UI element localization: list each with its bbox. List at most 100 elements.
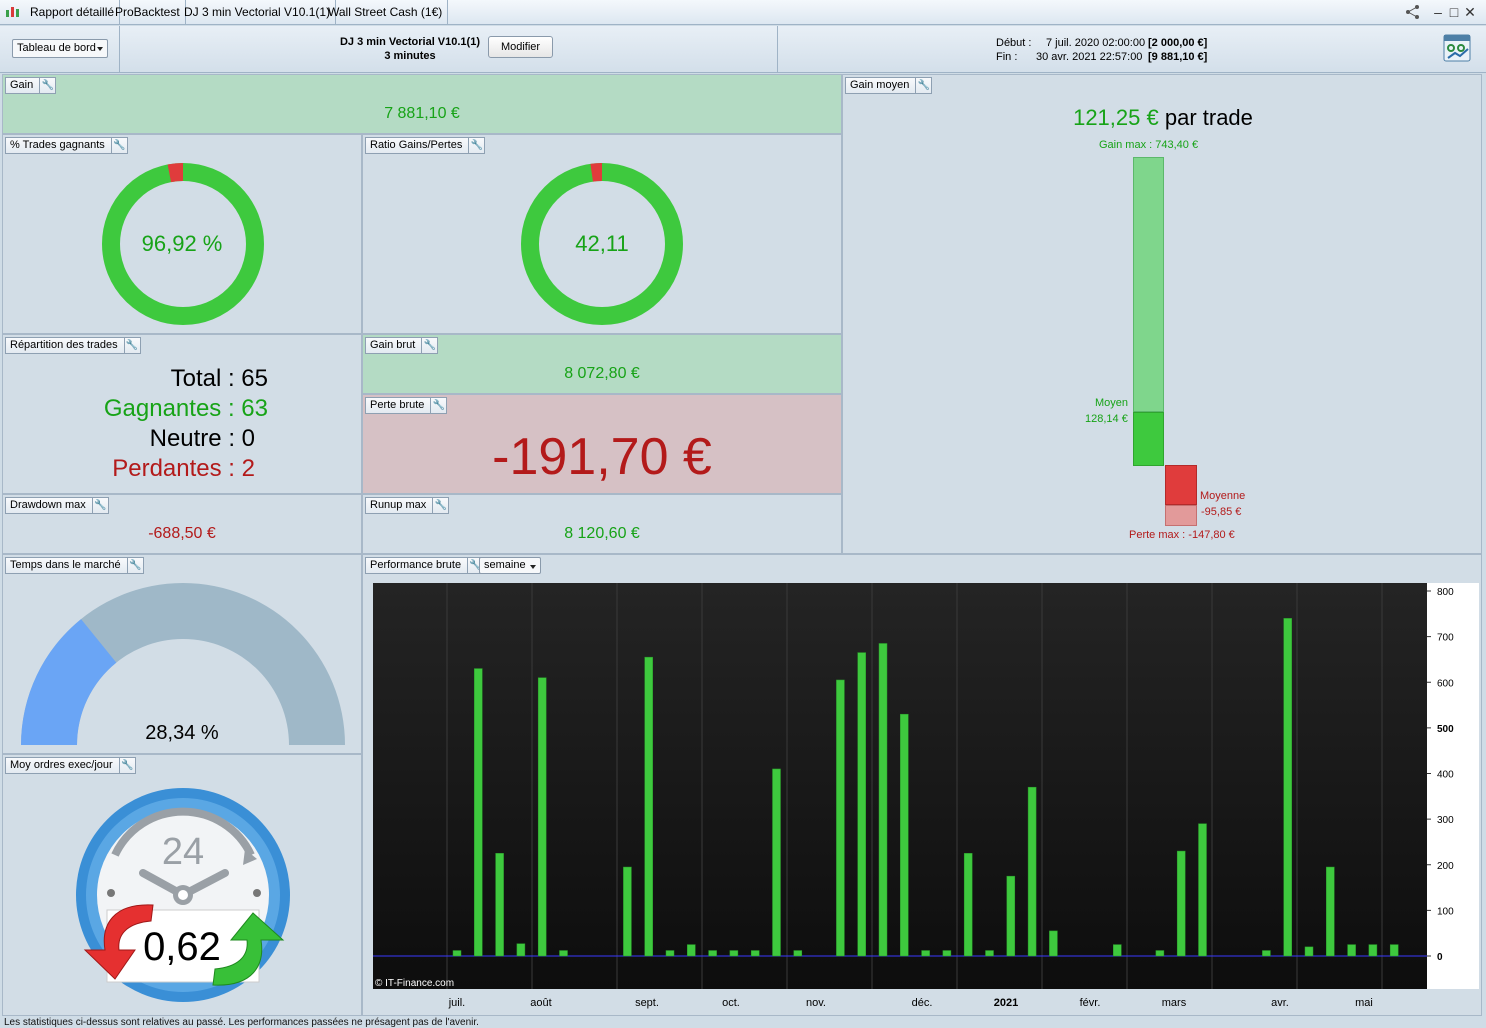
y-tick-label: 500 — [1437, 724, 1454, 735]
gauge-fill — [21, 619, 117, 745]
modify-button[interactable]: Modifier — [488, 36, 553, 58]
start-label: Début : — [996, 37, 1032, 49]
wrench-icon[interactable]: 🔧 — [468, 138, 484, 153]
dashboard-select[interactable]: Tableau de bord — [12, 39, 108, 58]
chart-bar — [1006, 875, 1016, 957]
maximize-icon[interactable]: □ — [1449, 4, 1459, 20]
gross-loss-value: -191,70 € — [492, 428, 712, 486]
minimize-icon[interactable]: – — [1434, 4, 1442, 20]
avg-win-bar — [1133, 412, 1164, 466]
runup-title[interactable]: Runup max 🔧 — [365, 497, 450, 514]
tab-instrument[interactable]: Wall Street Cash (1€) — [323, 0, 449, 25]
y-tick-label: 800 — [1437, 587, 1454, 598]
y-tick-label: 200 — [1437, 861, 1454, 872]
avg-gain-line: 121,25 € par trade — [843, 105, 1481, 131]
clock-dial-number: 24 — [161, 831, 205, 873]
x-tick-label: mars — [1162, 997, 1187, 1009]
chart-bar — [1155, 950, 1165, 957]
chart-watermark: © IT-Finance.com — [375, 978, 455, 989]
orders-per-day-title[interactable]: Moy ordres exec/jour 🔧 — [5, 757, 136, 774]
performance-chart: 800 700 600 500 400 300 200 100 0 juil. août sept.… — [373, 583, 1479, 1015]
gross-loss-title[interactable]: Perte brute 🔧 — [365, 397, 448, 414]
tab-strategy[interactable]: DJ 3 min Vectorial V10.1(1) — [179, 0, 337, 25]
close-icon[interactable]: ✕ — [1464, 4, 1476, 20]
start-capital: [2 000,00 €] — [1148, 37, 1208, 49]
wrench-icon[interactable]: 🔧 — [110, 138, 127, 153]
wrench-icon[interactable]: 🔧 — [432, 498, 448, 513]
chart-bar — [793, 950, 803, 957]
chart-bar — [708, 950, 717, 957]
distribution-title[interactable]: Répartition des trades 🔧 — [5, 337, 141, 354]
avg-gain-value: 121,25 € — [1073, 105, 1159, 130]
header-separator-2 — [777, 26, 778, 73]
share-icon[interactable] — [1405, 4, 1421, 20]
chart-bar — [900, 713, 909, 957]
y-tick-label: 0 — [1437, 952, 1443, 963]
x-tick-label: nov. — [806, 997, 826, 1009]
wrench-icon[interactable]: 🔧 — [91, 498, 108, 513]
time-gauge — [21, 583, 345, 745]
wrench-icon[interactable]: 🔧 — [467, 558, 483, 573]
winning-trades: Gagnantes : 63 — [103, 395, 268, 422]
chart-bar — [1049, 930, 1058, 957]
chart-bar — [942, 950, 952, 957]
orders-per-day-value: 0,62 — [143, 925, 221, 969]
x-tick-label: sept. — [635, 997, 659, 1009]
chart-bar — [878, 643, 888, 957]
wrench-icon[interactable]: 🔧 — [421, 338, 437, 353]
performance-title[interactable]: Performance brute 🔧 — [365, 557, 485, 574]
chart-bar — [687, 944, 696, 957]
gross-gain-value: 8 072,80 € — [564, 365, 640, 382]
chart-bar — [516, 943, 526, 957]
chart-bar — [1304, 946, 1314, 957]
wrench-icon[interactable]: 🔧 — [126, 558, 143, 573]
avg-loss-bar — [1165, 465, 1197, 505]
chart-bar — [985, 950, 994, 957]
avg-loss-label: Moyenne — [1200, 490, 1246, 502]
pct-winning-title[interactable]: % Trades gagnants 🔧 — [5, 137, 128, 154]
chart-bar — [1326, 866, 1335, 957]
gross-gain-title[interactable]: Gain brut 🔧 — [365, 337, 439, 354]
tab-detailed-report[interactable]: Rapport détaillé — [25, 0, 121, 25]
chart-bar — [495, 853, 504, 957]
chart-bar — [452, 950, 462, 957]
y-tick-label: 100 — [1437, 906, 1454, 917]
wrench-icon[interactable]: 🔧 — [915, 78, 931, 93]
timeframe: 3 minutes — [384, 50, 436, 62]
time-in-market-title[interactable]: Temps dans le marché 🔧 — [5, 557, 144, 574]
wrench-icon[interactable]: 🔧 — [123, 338, 140, 353]
avg-gain-suffix: par trade — [1164, 105, 1253, 130]
x-tick-label: déc. — [912, 997, 933, 1009]
title-bar: Rapport détaillé ProBacktest DJ 3 min Ve… — [0, 0, 1486, 25]
chart-bar — [665, 950, 675, 957]
wrench-icon[interactable]: 🔧 — [39, 78, 55, 93]
performance-panel: Performance brute 🔧 semaine 800 700 600 500 4… — [362, 554, 1482, 1016]
chart-bar — [963, 853, 973, 957]
end-label: Fin : — [996, 51, 1018, 63]
tab-probacktest[interactable]: ProBacktest — [110, 0, 186, 25]
report-settings-icon[interactable] — [1443, 34, 1473, 64]
period-select[interactable]: semaine — [479, 557, 541, 574]
chart-bar — [1347, 944, 1356, 957]
gross-gain-panel: Gain brut 🔧 8 072,80 € — [362, 334, 842, 394]
x-axis-area — [373, 989, 1427, 1015]
start-date: 7 juil. 2020 02:00:00 — [1046, 37, 1146, 49]
y-tick-label: 700 — [1437, 633, 1454, 644]
wrench-icon[interactable]: 🔧 — [118, 758, 135, 773]
pct-winning-donut — [102, 163, 264, 325]
chart-bar — [772, 768, 781, 957]
ratio-title[interactable]: Ratio Gains/Pertes 🔧 — [365, 137, 486, 154]
wrench-icon[interactable]: 🔧 — [430, 398, 446, 413]
chart-bar — [1027, 786, 1037, 957]
avg-gain-title[interactable]: Gain moyen 🔧 — [845, 77, 933, 94]
disclaimer: Les statistiques ci-dessus sont relative… — [4, 1017, 479, 1028]
gauge-track — [21, 583, 345, 745]
header-separator — [119, 26, 120, 73]
chart-bar — [750, 950, 760, 957]
gain-panel-title[interactable]: Gain 🔧 — [5, 77, 57, 94]
time-in-market-panel: Temps dans le marché 🔧 28,34 % — [2, 554, 362, 754]
x-tick-label: oct. — [722, 997, 740, 1009]
y-tick-label: 600 — [1437, 678, 1454, 689]
x-tick-label: févr. — [1080, 997, 1101, 1009]
drawdown-title[interactable]: Drawdown max 🔧 — [5, 497, 109, 514]
